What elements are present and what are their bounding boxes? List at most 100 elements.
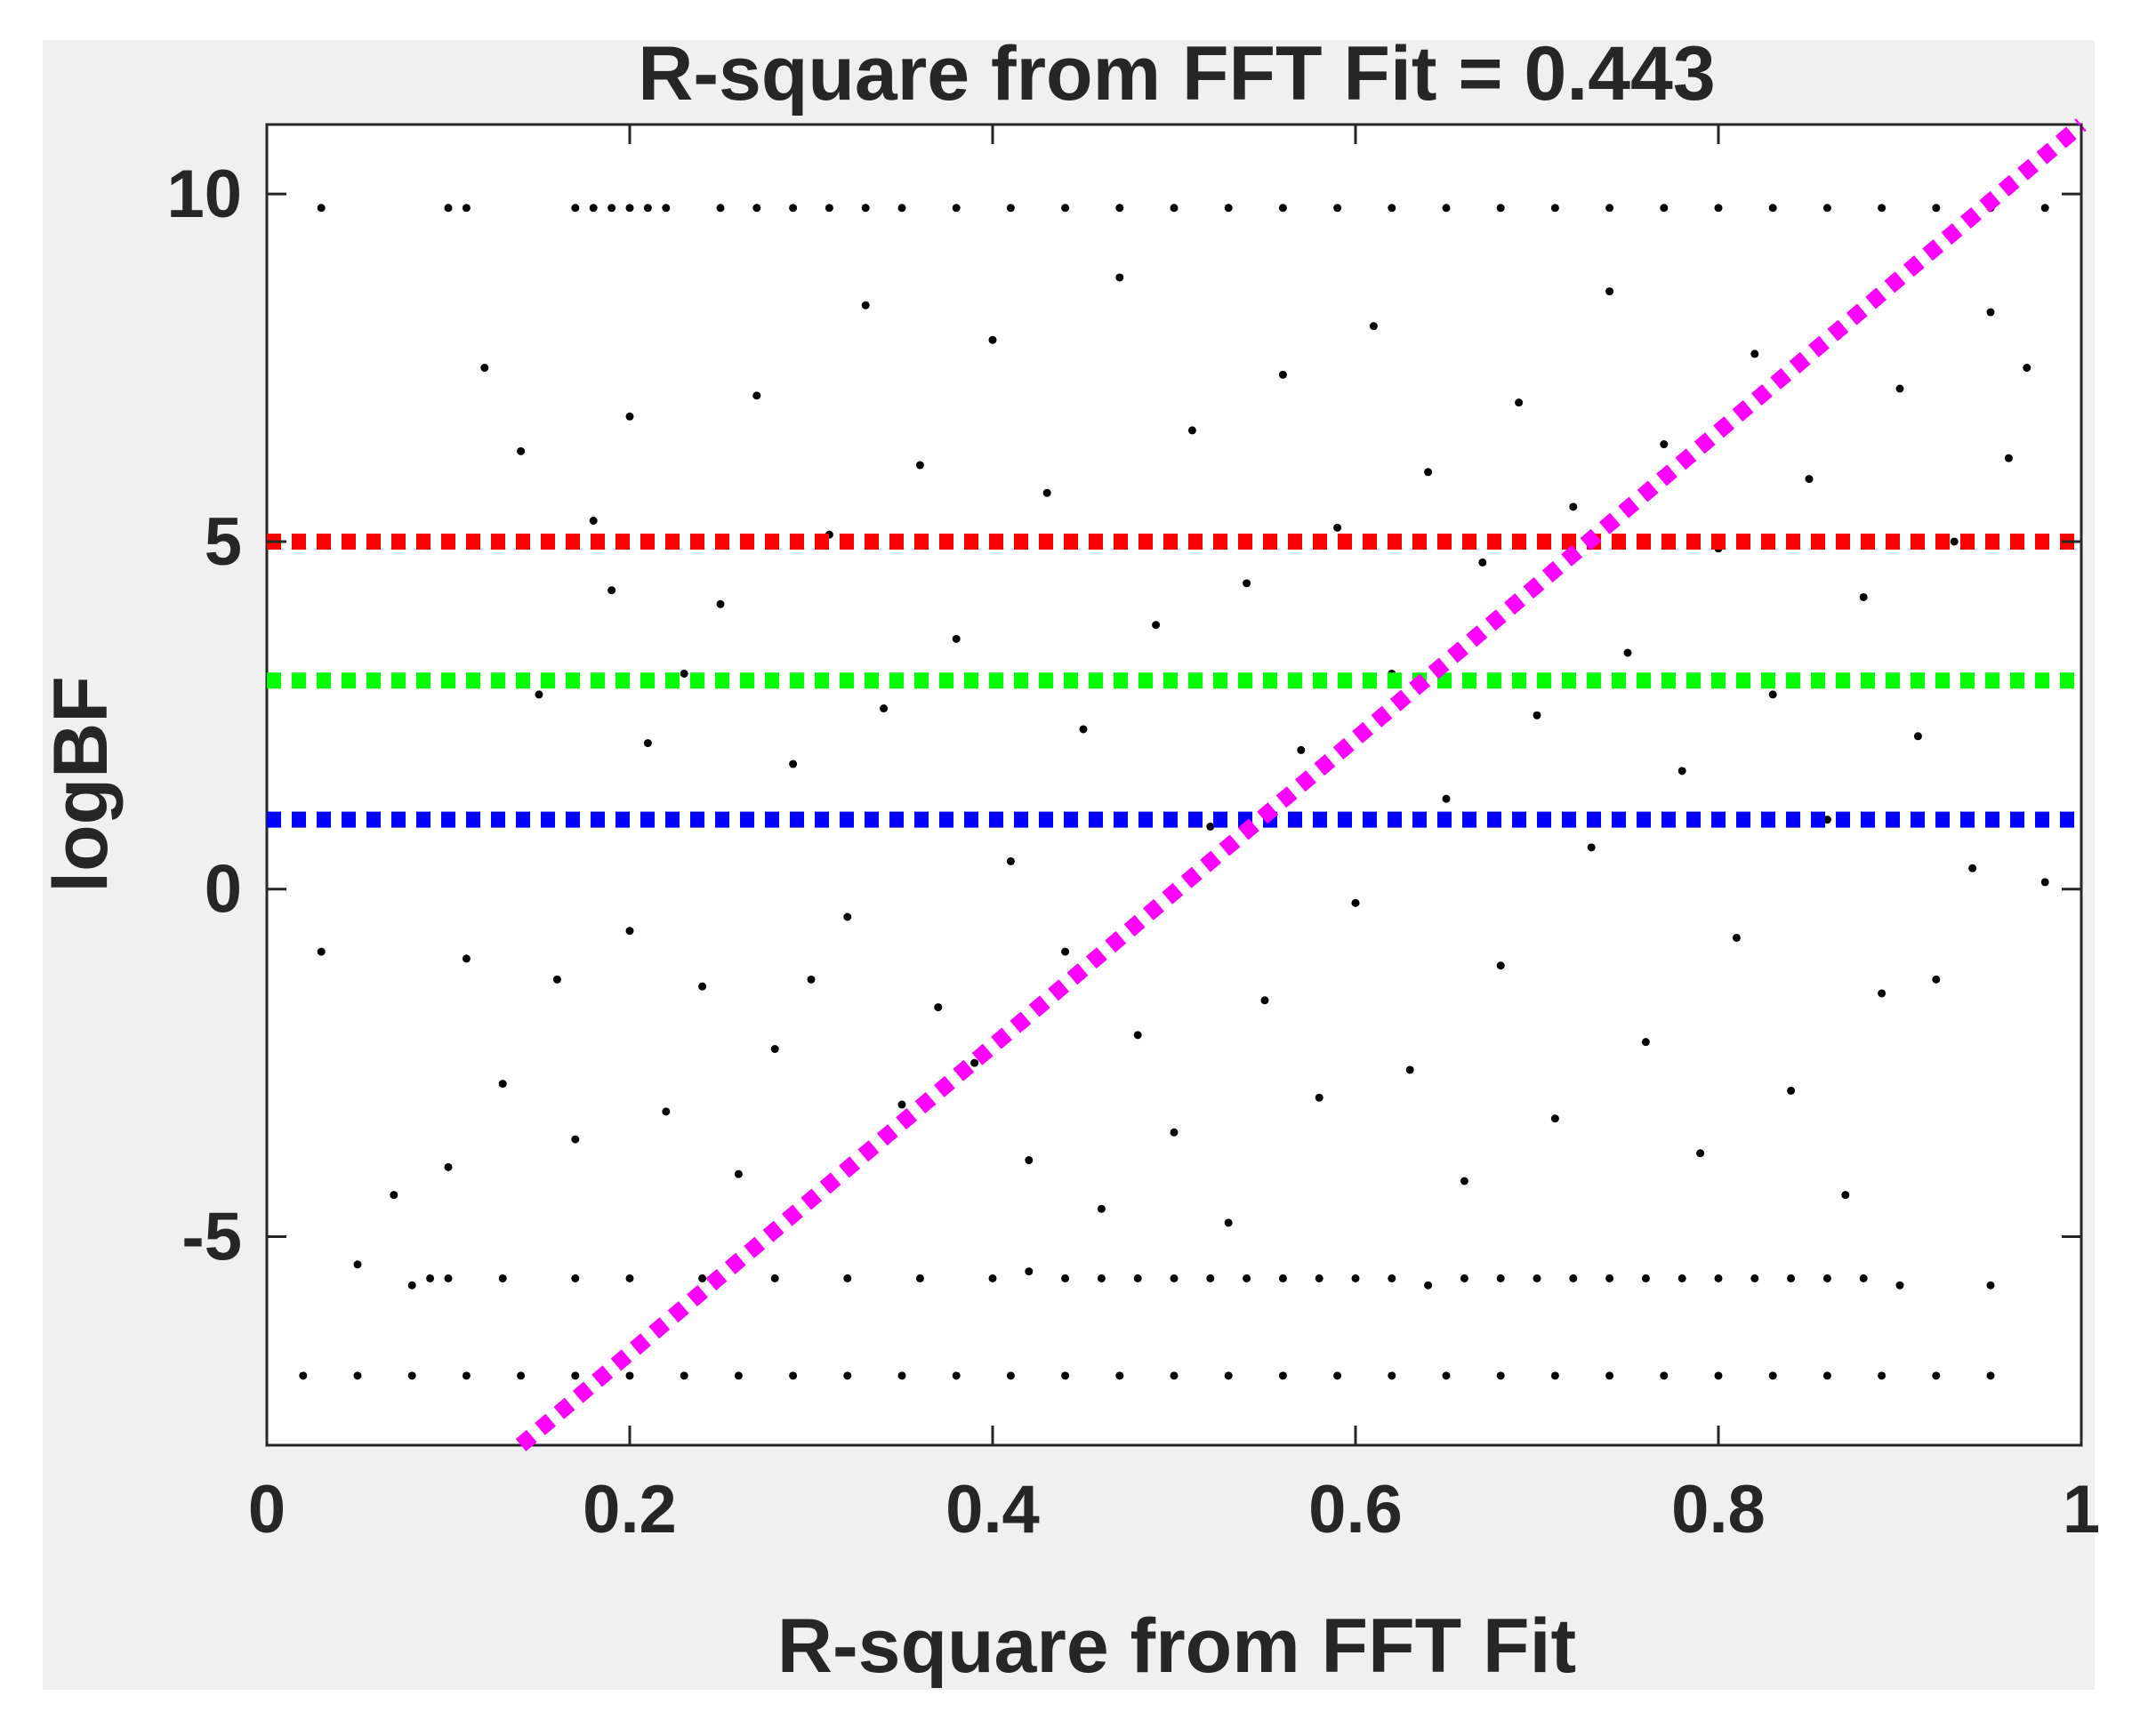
- scatter-point-58: [1496, 1371, 1505, 1380]
- scatter-point-119: [625, 927, 634, 936]
- scatter-point-115: [571, 1135, 580, 1144]
- scatter-point-87: [1315, 1274, 1323, 1282]
- scatter-point-121: [662, 1107, 671, 1116]
- scatter-point-40: [517, 1371, 526, 1380]
- scatter-point-95: [1605, 1274, 1614, 1282]
- scatter-point-105: [317, 947, 326, 956]
- fit-line: [515, 118, 2087, 1451]
- scatter-point-99: [1750, 1274, 1759, 1282]
- scatter-point-41: [571, 1371, 580, 1380]
- scatter-point-19: [1170, 204, 1179, 213]
- scatter-point-175: [1641, 1038, 1650, 1047]
- scatter-point-17: [1061, 204, 1070, 213]
- scatter-point-188: [1878, 989, 1887, 998]
- scatter-point-26: [1550, 204, 1559, 213]
- scatter-point-191: [1932, 975, 1941, 984]
- scatter-point-157: [1315, 1093, 1323, 1102]
- scatter-point-89: [1388, 1274, 1396, 1282]
- scatter-point-131: [843, 912, 852, 921]
- scatter-point-74: [698, 1274, 707, 1282]
- scatter-point-33: [1932, 204, 1941, 213]
- scatter-point-116: [589, 517, 598, 525]
- scatter-point-70: [444, 1274, 453, 1282]
- scatter-point-176: [1660, 440, 1669, 449]
- scatter-point-68: [407, 1281, 416, 1290]
- scatter-point-37: [353, 1371, 362, 1380]
- scatter-point-77: [915, 1274, 924, 1282]
- scatter-point-190: [1913, 732, 1922, 741]
- scatter-point-29: [1714, 204, 1723, 213]
- scatter-point-15: [952, 204, 961, 213]
- scatter-point-135: [915, 461, 924, 470]
- scatter-point-138: [970, 1058, 979, 1067]
- scatter-point-79: [1025, 1267, 1034, 1276]
- scatter-point-169: [1533, 711, 1541, 719]
- scatter-point-159: [1351, 898, 1360, 907]
- scatter-point-154: [1260, 996, 1269, 1005]
- scatter-point-91: [1460, 1274, 1468, 1282]
- scatter-point-75: [770, 1274, 779, 1282]
- scatter-point-36: [299, 1371, 308, 1380]
- scatter-point-96: [1641, 1274, 1650, 1282]
- scatter-point-60: [1605, 1371, 1614, 1380]
- scatter-point-0: [317, 204, 326, 213]
- scatter-point-129: [807, 975, 816, 984]
- scatter-point-90: [1424, 1281, 1433, 1290]
- scatter-point-124: [716, 599, 725, 608]
- scatter-point-143: [1061, 947, 1070, 956]
- scatter-point-52: [1170, 1371, 1179, 1380]
- scatter-point-24: [1442, 204, 1451, 213]
- scatter-point-193: [1968, 864, 1977, 872]
- scatter-point-53: [1224, 1371, 1233, 1380]
- y-tick-label-1: 0: [205, 852, 242, 928]
- scatter-point-151: [1206, 822, 1215, 831]
- scatter-point-31: [1822, 204, 1831, 213]
- scatter-point-6: [625, 204, 634, 213]
- scatter-point-5: [607, 204, 616, 213]
- scatter-point-142: [1042, 488, 1051, 497]
- scatter-point-164: [1442, 794, 1451, 803]
- scatter-point-107: [390, 1191, 398, 1200]
- scatter-point-100: [1787, 1274, 1796, 1282]
- scatter-point-46: [843, 1371, 852, 1380]
- scatter-point-47: [897, 1371, 906, 1380]
- scatter-point-156: [1297, 745, 1306, 754]
- scatter-point-56: [1388, 1371, 1396, 1380]
- scatter-point-42: [625, 1371, 634, 1380]
- scatter-point-141: [1025, 1156, 1034, 1165]
- scatter-point-104: [1986, 1281, 1995, 1290]
- scatter-point-97: [1677, 1274, 1686, 1282]
- scatter-point-50: [1061, 1371, 1070, 1380]
- scatter-point-85: [1243, 1274, 1251, 1282]
- scatter-point-128: [789, 760, 798, 768]
- scatter-point-167: [1496, 961, 1505, 970]
- scatter-point-133: [880, 704, 889, 713]
- scatter-point-145: [1097, 1204, 1106, 1213]
- scatter-point-194: [1986, 308, 1995, 317]
- scatter-point-197: [2040, 878, 2049, 887]
- scatter-point-146: [1115, 273, 1124, 282]
- scatter-point-9: [716, 204, 725, 213]
- scatter-point-178: [1696, 1149, 1705, 1158]
- scatter-point-173: [1605, 287, 1614, 296]
- scatter-point-163: [1424, 468, 1433, 477]
- scatter-point-185: [1822, 816, 1831, 824]
- scatter-point-94: [1569, 1274, 1578, 1282]
- scatter-point-148: [1152, 621, 1161, 630]
- scatter-point-18: [1115, 204, 1124, 213]
- scatter-point-71: [498, 1274, 507, 1282]
- scatter-point-2: [462, 204, 471, 213]
- scatter-point-196: [2023, 364, 2031, 373]
- scatter-point-49: [1006, 1371, 1015, 1380]
- scatter-point-101: [1822, 1274, 1831, 1282]
- scatter-point-123: [698, 982, 707, 991]
- scatter-point-23: [1388, 204, 1396, 213]
- scatter-point-127: [770, 1045, 779, 1053]
- x-tick-label-2: 0.4: [945, 1472, 1040, 1547]
- scatter-point-112: [517, 446, 526, 455]
- scatter-point-171: [1569, 502, 1578, 511]
- y-tick-label-0: -5: [181, 1200, 242, 1275]
- scatter-point-62: [1714, 1371, 1723, 1380]
- scatter-point-14: [897, 204, 906, 213]
- y-tick-label-2: 5: [205, 504, 242, 580]
